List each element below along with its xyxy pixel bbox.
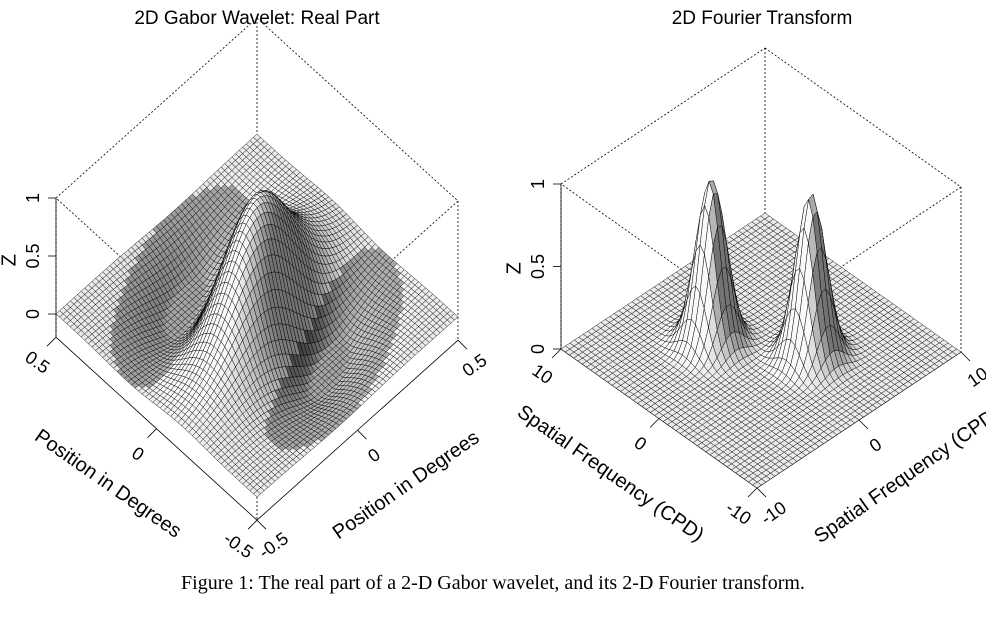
left-y-tick	[457, 339, 468, 350]
right-z-axis-title: Z	[503, 262, 525, 274]
left-z-tick-label: 1	[23, 193, 43, 203]
left-x-tick	[46, 336, 57, 347]
left-x-tick-label: 0	[128, 443, 148, 465]
right-y-tick	[858, 419, 869, 430]
left-x-tick	[147, 428, 157, 438]
left-y-tick-label: -0.5	[255, 528, 292, 562]
right-y-tick	[960, 351, 971, 362]
left-y-tick-label: 0.5	[459, 350, 491, 381]
right-z-tick-label: 1	[528, 179, 548, 189]
left-y-tick-label: 0	[364, 444, 384, 466]
right-surface-mesh	[560, 180, 962, 489]
left-x-axis-title: Position in Degrees	[31, 425, 186, 543]
left-y-tick	[357, 429, 367, 440]
right-z-tick-label: 0	[528, 344, 548, 354]
figure-caption: Figure 1: The real part of a 2-D Gabor w…	[181, 572, 805, 594]
left-y-axis-title: Position in Degrees	[329, 427, 484, 545]
left-surface-mesh	[55, 133, 459, 498]
left-x-tick-label: -0.5	[220, 528, 257, 562]
gabor-surface-plot: 0.5 0 -0.5-0.5 0 0.5 0 0.5 1 Position in Degrees…	[0, 17, 491, 562]
right-x-tick	[551, 348, 562, 359]
right-y-tick	[756, 487, 767, 498]
right-plot-title: 2D Fourier Transform	[671, 8, 853, 29]
right-x-tick-label: 10	[529, 360, 557, 388]
right-x-tick-label: 0	[631, 433, 651, 455]
right-x-tick	[747, 487, 758, 498]
left-z-axis-title: Z	[0, 254, 20, 266]
right-y-tick-label: 0	[866, 434, 886, 456]
right-x-tick-label: -10	[722, 497, 755, 528]
right-x-tick	[649, 418, 660, 428]
right-z-tick-label: 0.5	[528, 254, 548, 279]
right-y-tick-label: -10	[757, 497, 790, 528]
left-z-tick-label: 0.5	[23, 243, 43, 268]
right-y-tick-label: 10	[964, 363, 986, 391]
left-z-tick-label: 0	[23, 309, 43, 319]
left-y-tick	[256, 519, 267, 530]
left-x-tick	[247, 519, 258, 530]
left-x-tick-label: 0.5	[21, 347, 53, 378]
